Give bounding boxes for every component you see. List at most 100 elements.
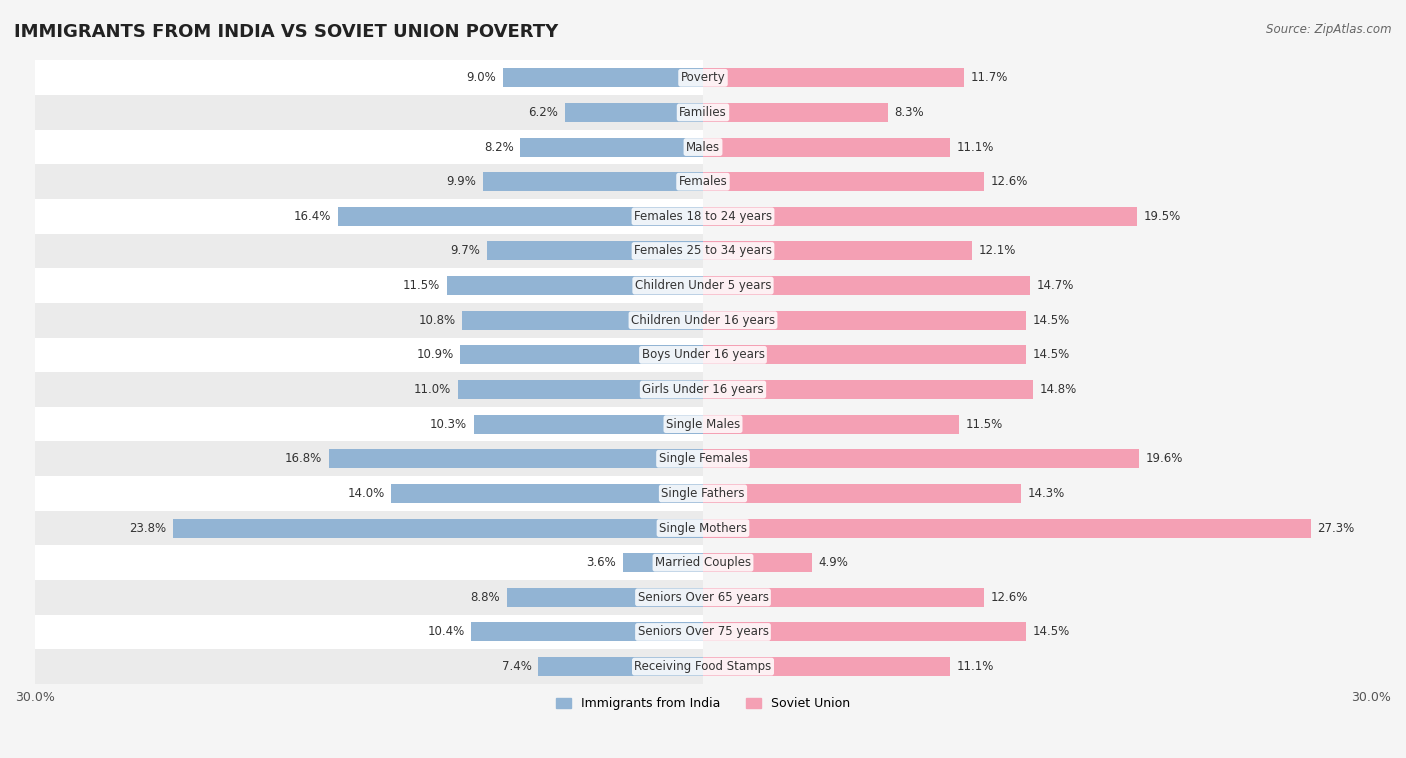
Text: 8.8%: 8.8% [471, 590, 501, 604]
Text: Males: Males [686, 140, 720, 154]
Text: 11.0%: 11.0% [415, 383, 451, 396]
Bar [35, 372, 703, 407]
Text: Married Couples: Married Couples [655, 556, 751, 569]
Text: 19.6%: 19.6% [1146, 453, 1184, 465]
Text: Poverty: Poverty [681, 71, 725, 84]
Bar [35, 61, 703, 95]
Bar [703, 68, 963, 87]
Bar [703, 622, 1026, 641]
Bar [35, 650, 703, 684]
Text: 11.1%: 11.1% [957, 660, 994, 673]
Bar [565, 103, 703, 122]
Bar [391, 484, 703, 503]
Bar [703, 657, 950, 676]
Text: Single Males: Single Males [666, 418, 740, 431]
Text: Source: ZipAtlas.com: Source: ZipAtlas.com [1267, 23, 1392, 36]
Bar [508, 587, 703, 607]
Text: 14.5%: 14.5% [1032, 314, 1070, 327]
Text: 3.6%: 3.6% [586, 556, 616, 569]
Text: 12.1%: 12.1% [979, 245, 1017, 258]
Legend: Immigrants from India, Soviet Union: Immigrants from India, Soviet Union [551, 692, 855, 715]
Bar [502, 68, 703, 87]
Bar [482, 172, 703, 191]
Bar [35, 199, 703, 233]
Bar [703, 587, 984, 607]
Text: 23.8%: 23.8% [129, 522, 166, 534]
Text: Girls Under 16 years: Girls Under 16 years [643, 383, 763, 396]
Bar [35, 164, 703, 199]
Text: 10.9%: 10.9% [416, 349, 454, 362]
Bar [35, 511, 703, 545]
Bar [35, 476, 703, 511]
Text: 16.8%: 16.8% [285, 453, 322, 465]
Bar [35, 130, 703, 164]
Bar [35, 268, 703, 303]
Text: 10.3%: 10.3% [430, 418, 467, 431]
Bar [486, 242, 703, 261]
Bar [35, 545, 703, 580]
Text: 10.8%: 10.8% [419, 314, 456, 327]
Bar [703, 346, 1026, 365]
Text: 12.6%: 12.6% [990, 175, 1028, 188]
Bar [35, 95, 703, 130]
Text: 11.5%: 11.5% [404, 279, 440, 292]
Text: Single Mothers: Single Mothers [659, 522, 747, 534]
Bar [35, 580, 703, 615]
Text: 11.1%: 11.1% [957, 140, 994, 154]
Bar [329, 449, 703, 468]
Bar [703, 137, 950, 157]
Bar [703, 449, 1139, 468]
Text: IMMIGRANTS FROM INDIA VS SOVIET UNION POVERTY: IMMIGRANTS FROM INDIA VS SOVIET UNION PO… [14, 23, 558, 41]
Text: 19.5%: 19.5% [1144, 210, 1181, 223]
Bar [538, 657, 703, 676]
Text: 14.5%: 14.5% [1032, 625, 1070, 638]
Bar [703, 518, 1310, 537]
Bar [35, 233, 703, 268]
Text: 11.7%: 11.7% [970, 71, 1008, 84]
Text: Single Females: Single Females [658, 453, 748, 465]
Bar [35, 303, 703, 337]
Bar [35, 615, 703, 650]
Text: 8.3%: 8.3% [894, 106, 924, 119]
Bar [173, 518, 703, 537]
Bar [337, 207, 703, 226]
Text: Families: Families [679, 106, 727, 119]
Text: 14.8%: 14.8% [1039, 383, 1077, 396]
Bar [703, 484, 1021, 503]
Text: Females 18 to 24 years: Females 18 to 24 years [634, 210, 772, 223]
Text: 14.5%: 14.5% [1032, 349, 1070, 362]
Bar [703, 553, 813, 572]
Text: Boys Under 16 years: Boys Under 16 years [641, 349, 765, 362]
Text: Children Under 5 years: Children Under 5 years [634, 279, 772, 292]
Bar [458, 380, 703, 399]
Text: 9.7%: 9.7% [450, 245, 481, 258]
Text: 27.3%: 27.3% [1317, 522, 1355, 534]
Text: 6.2%: 6.2% [529, 106, 558, 119]
Text: Seniors Over 65 years: Seniors Over 65 years [637, 590, 769, 604]
Bar [474, 415, 703, 434]
Text: 11.5%: 11.5% [966, 418, 1002, 431]
Bar [703, 380, 1032, 399]
Bar [35, 441, 703, 476]
Bar [35, 337, 703, 372]
Bar [520, 137, 703, 157]
Bar [703, 276, 1031, 295]
Text: 14.7%: 14.7% [1038, 279, 1074, 292]
Text: 12.6%: 12.6% [990, 590, 1028, 604]
Bar [703, 311, 1026, 330]
Bar [703, 415, 959, 434]
Bar [623, 553, 703, 572]
Text: Females 25 to 34 years: Females 25 to 34 years [634, 245, 772, 258]
Text: 14.3%: 14.3% [1028, 487, 1066, 500]
Bar [471, 622, 703, 641]
Bar [35, 407, 703, 441]
Text: Receiving Food Stamps: Receiving Food Stamps [634, 660, 772, 673]
Bar [463, 311, 703, 330]
Text: 14.0%: 14.0% [347, 487, 385, 500]
Text: 16.4%: 16.4% [294, 210, 330, 223]
Text: 8.2%: 8.2% [484, 140, 513, 154]
Text: 4.9%: 4.9% [818, 556, 849, 569]
Text: 10.4%: 10.4% [427, 625, 465, 638]
Text: Females: Females [679, 175, 727, 188]
Bar [703, 207, 1137, 226]
